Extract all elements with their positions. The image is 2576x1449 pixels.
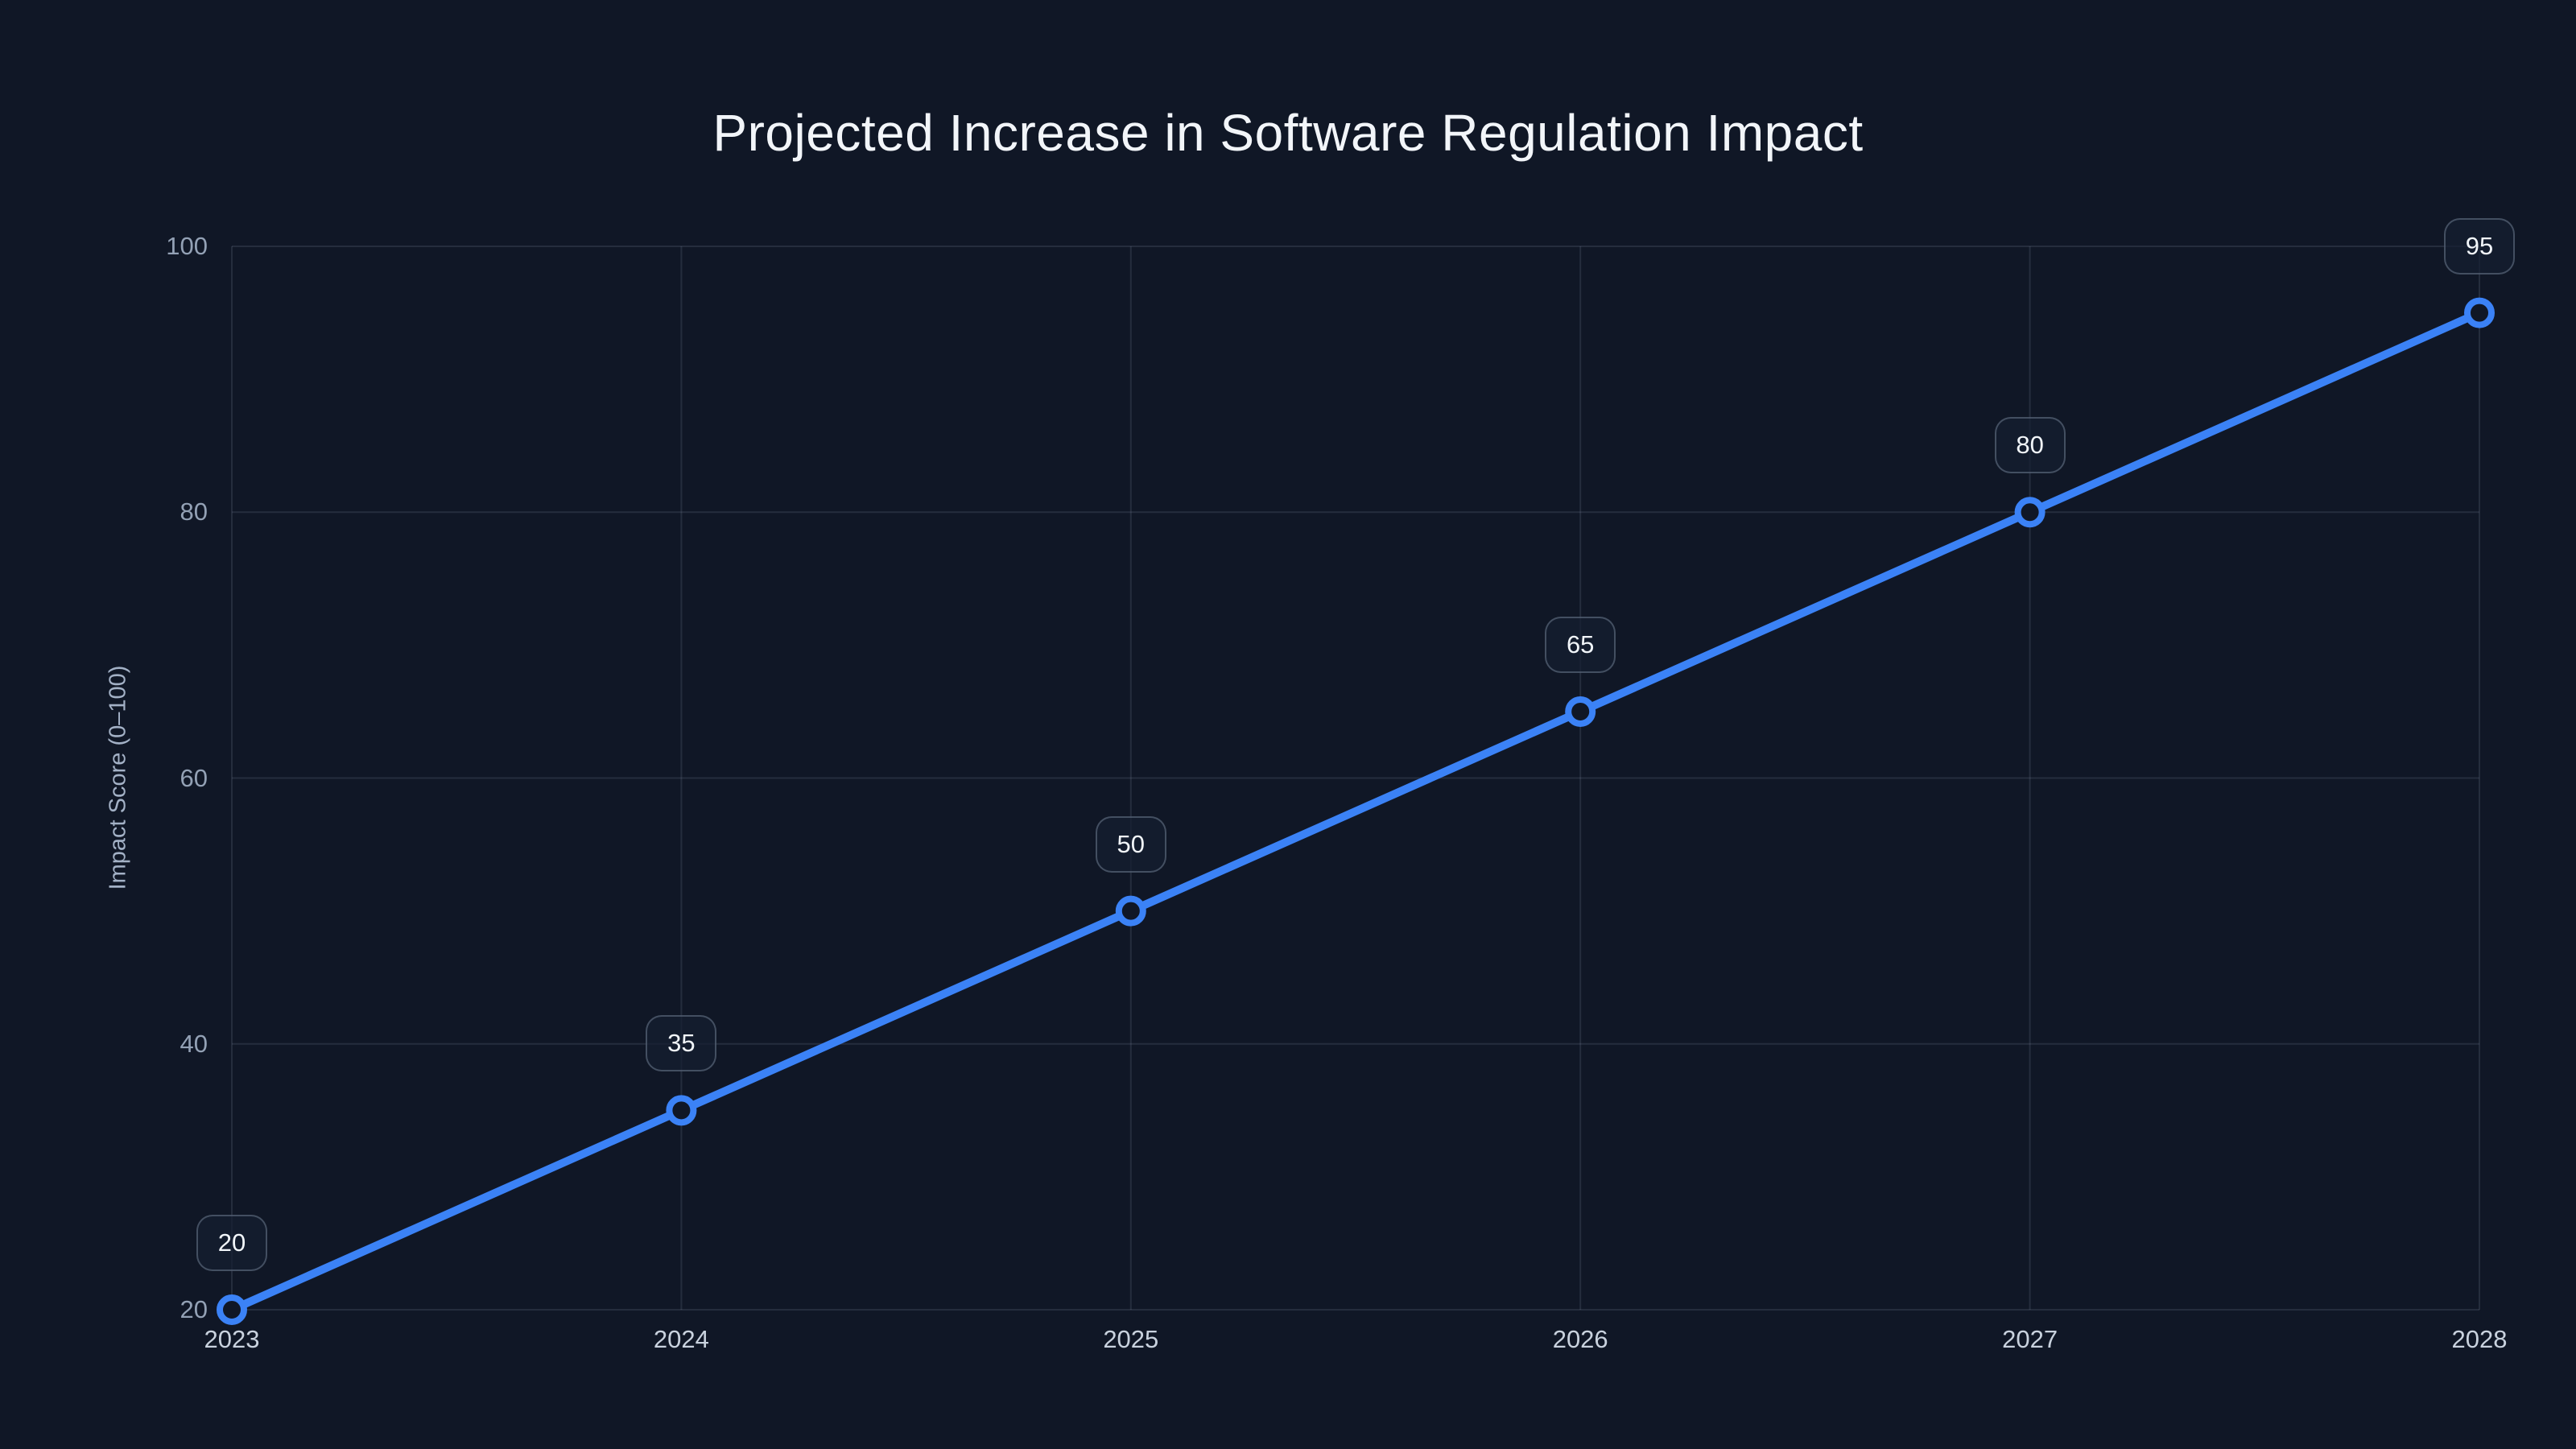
data-point-label: 35 [646,1015,717,1072]
data-point-marker[interactable] [1565,696,1596,727]
x-axis-tick-label: 2026 [1552,1325,1608,1353]
series-line [228,308,2483,1314]
data-point-marker[interactable] [1115,895,1146,927]
data-point-label: 65 [1545,616,1616,673]
x-axis-tick-label: 2023 [204,1325,260,1353]
x-axis-tick-label: 2025 [1103,1325,1159,1353]
x-axis-tick-label: 2027 [2002,1325,2058,1353]
y-axis-tick-label: 40 [180,1029,208,1058]
data-point-marker[interactable] [666,1095,697,1126]
data-point-label: 50 [1095,815,1166,873]
data-point-label: 20 [196,1215,267,1271]
y-axis-tick-label: 60 [180,763,208,792]
x-axis-tick-label: 2028 [2451,1325,2508,1353]
chart-title: Projected Increase in Software Regulatio… [712,104,1864,162]
y-axis-tick-label: 100 [166,232,208,260]
y-axis-tick-label: 80 [180,497,208,526]
data-point-marker[interactable] [2464,297,2495,328]
y-axis-tick-label: 20 [180,1295,208,1323]
data-point-label: 80 [1994,417,2066,474]
x-axis-tick-label: 2024 [653,1325,709,1353]
data-point-label: 95 [2444,217,2515,275]
data-point-marker[interactable] [217,1294,247,1325]
data-point-marker[interactable] [2014,497,2046,528]
